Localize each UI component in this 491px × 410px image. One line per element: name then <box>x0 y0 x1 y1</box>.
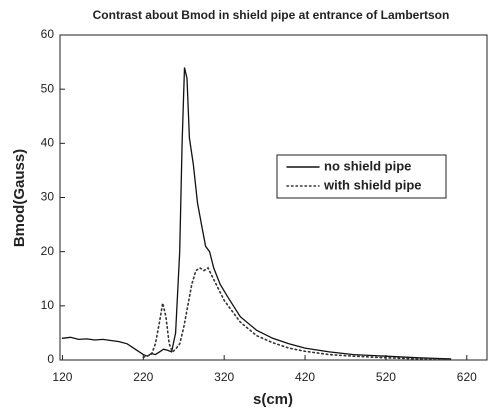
y-tick-label: 0 <box>47 352 54 366</box>
y-axis-label: Bmod(Gauss) <box>11 149 28 247</box>
x-tick-label: 320 <box>214 370 234 384</box>
legend-label: no shield pipe <box>324 158 411 173</box>
y-tick-label: 10 <box>41 298 55 312</box>
x-tick-label: 420 <box>295 370 315 384</box>
legend-label: with shield pipe <box>323 177 422 192</box>
line-series <box>61 67 452 360</box>
y-tick-label: 40 <box>41 136 55 150</box>
x-tick-label: 220 <box>133 370 153 384</box>
x-tick-label: 520 <box>376 370 396 384</box>
x-tick-label: 620 <box>457 370 477 384</box>
legend-box <box>276 154 447 199</box>
y-tick-label: 30 <box>41 190 55 204</box>
line-series <box>142 266 452 361</box>
y-tick-label: 60 <box>41 27 55 41</box>
x-tick-label: 120 <box>52 370 72 384</box>
chart-title: Contrast about Bmod in shield pipe at en… <box>93 8 450 22</box>
y-tick-label: 20 <box>41 244 55 258</box>
x-axis-label: s(cm) <box>253 391 293 408</box>
y-tick-label: 50 <box>41 81 55 95</box>
